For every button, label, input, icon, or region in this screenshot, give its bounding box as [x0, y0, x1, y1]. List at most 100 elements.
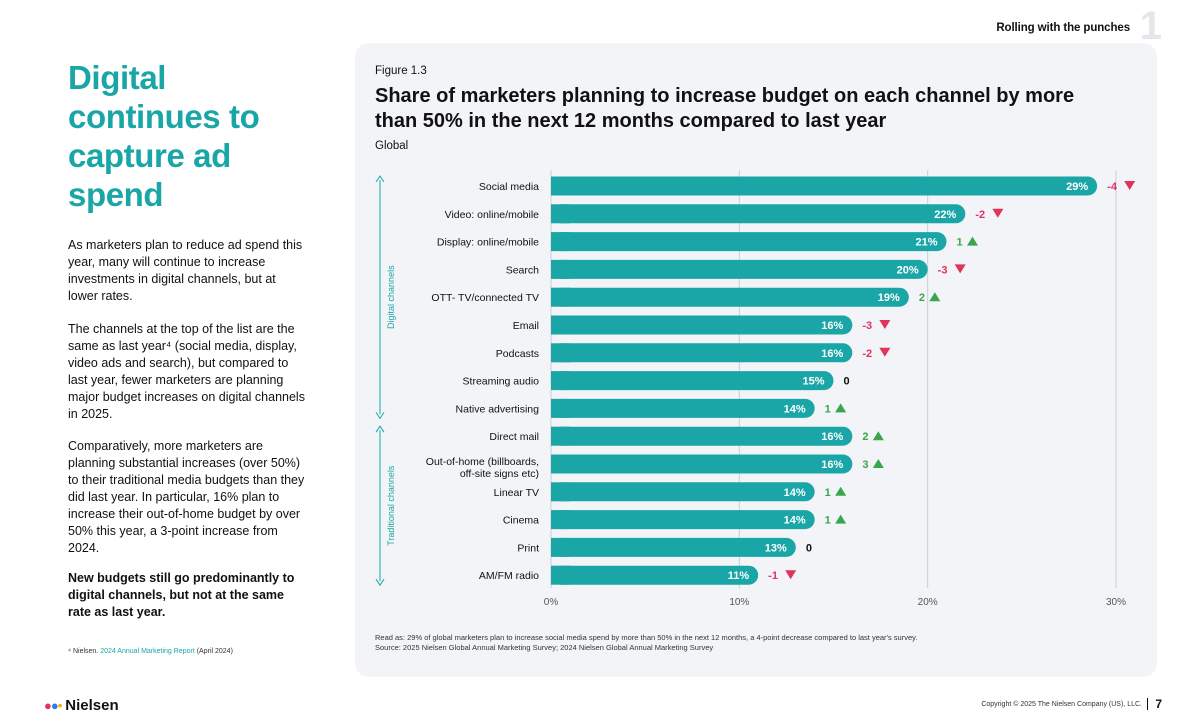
change-label: -2 — [862, 348, 872, 360]
brand-name: Nielsen — [65, 697, 119, 714]
value-label: 16% — [821, 320, 843, 332]
figure-label: Figure 1.3 — [375, 65, 427, 77]
bar-base — [551, 398, 570, 418]
value-label: 14% — [784, 403, 806, 415]
bar-base — [551, 510, 570, 530]
body-paragraph-3: Comparatively, more marketers are planni… — [68, 439, 305, 555]
category-label: Streaming audio — [463, 376, 540, 388]
arrow-up-icon — [375, 425, 385, 433]
body-paragraph-conclusion: New budgets still go predominantly to di… — [68, 571, 295, 619]
bar-base — [551, 426, 570, 446]
value-label: 16% — [821, 431, 843, 443]
decrease-triangle-icon — [1124, 181, 1136, 190]
source-note: Source: 2025 Nielsen Global Annual Marke… — [375, 643, 714, 652]
figure-subtitle: Global — [375, 140, 409, 152]
value-label: 19% — [878, 292, 900, 304]
change-label: 2 — [919, 292, 925, 304]
bar-base — [551, 454, 570, 474]
value-label: 14% — [784, 487, 806, 499]
change-label: 1 — [825, 403, 831, 415]
increase-triangle-icon — [872, 459, 884, 468]
bar — [551, 398, 815, 418]
value-label: 13% — [765, 542, 787, 554]
bar — [551, 232, 947, 252]
figure-card: Figure 1.3 Share of marketers planning t… — [355, 43, 1157, 677]
category-label: Cinema — [503, 515, 539, 527]
chapter-number: 1 — [1139, 4, 1162, 48]
body-paragraph-2: The channels at the top of the list are … — [68, 322, 305, 421]
bar-base — [551, 537, 570, 557]
bar-base — [551, 287, 570, 307]
category-label: OTT- TV/connected TV — [431, 292, 539, 304]
bar — [551, 176, 1098, 196]
bar-base — [551, 204, 570, 224]
bar-base — [551, 259, 570, 279]
increase-triangle-icon — [929, 292, 941, 302]
bar-base — [551, 315, 570, 335]
change-label: 1 — [825, 487, 831, 499]
change-label: 2 — [862, 431, 868, 443]
category-label: Video: online/mobile — [445, 209, 540, 221]
nielsen-mark-icon: ●●• — [44, 698, 62, 713]
footnote-prefix: ⁴ Nielsen. — [68, 648, 99, 655]
group-label: Digital channels — [386, 265, 396, 329]
decrease-triangle-icon — [785, 570, 797, 580]
category-label-line: off-site signs etc) — [460, 468, 539, 480]
bar — [551, 565, 759, 585]
page-separator — [1147, 698, 1148, 710]
x-tick-label: 30% — [1106, 597, 1126, 608]
arrow-down-icon — [375, 412, 385, 420]
change-label: -4 — [1107, 181, 1118, 193]
category-label: Podcasts — [496, 348, 539, 360]
increase-triangle-icon — [835, 486, 847, 496]
copyright: Copyright © 2025 The Nielsen Company (US… — [981, 701, 1142, 708]
category-label: Display: online/mobile — [437, 237, 539, 249]
bar-base — [551, 482, 570, 502]
header-section-title: Rolling with the punches — [996, 22, 1130, 34]
footnote: ⁴ Nielsen. 2024 Annual Marketing Report … — [68, 648, 233, 655]
bar-base — [551, 232, 570, 252]
figure-title: Share of marketers planning to increase … — [375, 85, 1075, 132]
body-paragraph-1: As marketers plan to reduce ad spend thi… — [68, 238, 303, 303]
category-label: AM/FM radio — [479, 570, 539, 582]
category-label: Search — [506, 264, 539, 276]
page-number: 7 — [1155, 697, 1162, 711]
change-label: 3 — [862, 459, 868, 471]
footnote-link[interactable]: 2024 Annual Marketing Report — [100, 648, 195, 655]
decrease-triangle-icon — [879, 320, 891, 329]
increase-triangle-icon — [967, 236, 978, 246]
value-label: 29% — [1066, 181, 1088, 193]
category-label-line: Out-of-home (billboards, — [426, 456, 539, 468]
bar — [551, 315, 853, 335]
bar — [551, 204, 966, 224]
bar — [551, 454, 853, 474]
bar — [551, 426, 853, 446]
value-label: 20% — [897, 264, 919, 276]
change-label: 0 — [844, 376, 850, 388]
bar — [551, 482, 815, 502]
value-label: 16% — [821, 348, 843, 360]
category-label: Direct mail — [489, 431, 539, 443]
bar — [551, 371, 834, 391]
category-label: Native advertising — [456, 403, 540, 415]
change-label: -2 — [975, 209, 985, 221]
change-label: 0 — [806, 542, 812, 554]
x-tick-label: 0% — [544, 597, 559, 608]
increase-triangle-icon — [835, 514, 847, 524]
category-label: Social media — [479, 181, 539, 193]
change-label: 1 — [957, 237, 963, 249]
bar — [551, 259, 928, 279]
arrow-down-icon — [375, 578, 385, 587]
category-label: Email — [513, 320, 539, 332]
value-label: 21% — [915, 237, 937, 249]
category-label: Linear TV — [494, 487, 539, 499]
increase-triangle-icon — [872, 431, 884, 441]
change-label: -3 — [862, 320, 872, 332]
change-label: -3 — [938, 264, 948, 276]
decrease-triangle-icon — [954, 264, 966, 274]
value-label: 15% — [802, 376, 824, 388]
x-tick-label: 10% — [729, 597, 749, 608]
arrow-up-icon — [375, 175, 385, 183]
category-label: Print — [517, 542, 539, 554]
value-label: 11% — [728, 570, 750, 582]
